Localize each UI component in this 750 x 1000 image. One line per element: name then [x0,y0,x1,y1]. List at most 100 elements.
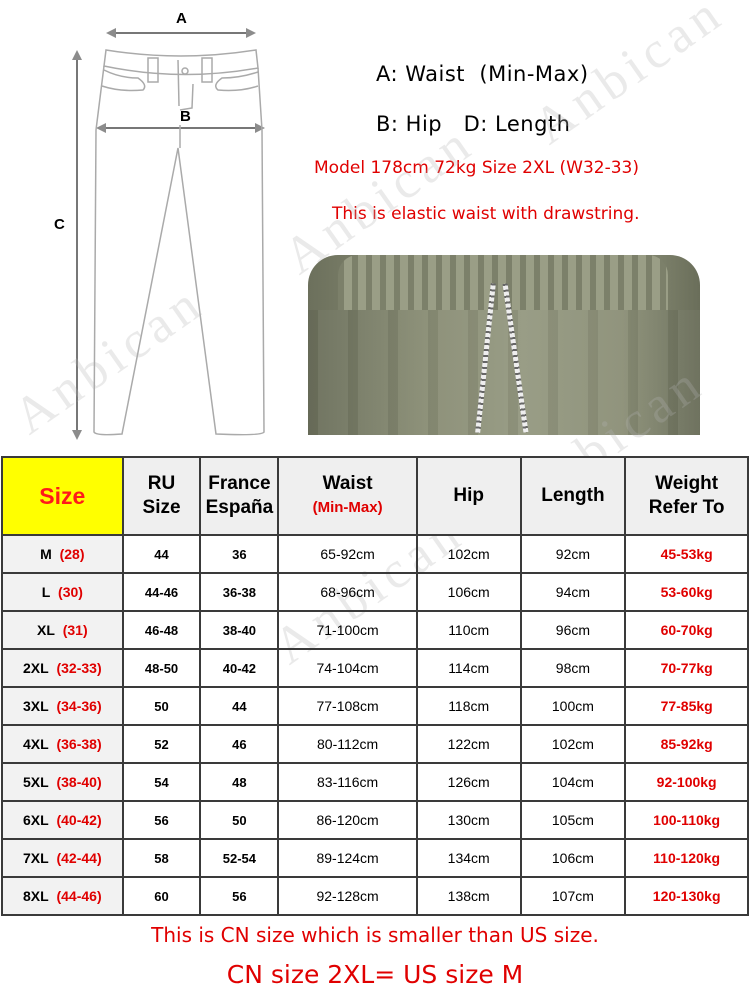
weight-cell: 92-100kg [624,762,749,802]
hip-cell: 126cm [415,762,522,802]
length-cell: 104cm [519,762,627,802]
table-row: XL (31) 46-48 38-40 71-100cm 110cm 96cm 60-70k… [1,610,749,650]
france-size-cell: 38-40 [199,610,280,650]
waist-cell: 65-92cm [277,534,418,574]
hip-cell: 138cm [415,876,522,916]
length-cell: 96cm [519,610,627,650]
waist-cell: 74-104cm [277,648,418,688]
france-size-cell: 40-42 [199,648,280,688]
france-size-cell: 56 [199,876,280,916]
table-row: 5XL (38-40) 54 48 83-116cm 126cm 104cm 92-100k… [1,762,749,802]
waist-cell: 68-96cm [277,572,418,612]
size-cell: 3XL (34-36) [1,686,124,726]
france-size-cell: 46 [199,724,280,764]
france-size-cell: 36-38 [199,572,280,612]
waist-cell: 92-128cm [277,876,418,916]
size-cell: 5XL (38-40) [1,762,124,802]
header-length: Length [519,456,627,536]
size-cell: M (28) [1,534,124,574]
weight-cell: 60-70kg [624,610,749,650]
table-row: M (28) 44 36 65-92cm 102cm 92cm 45-53kg [1,534,749,574]
france-size-cell: 52-54 [199,838,280,878]
table-header-row: Size RU Size France España Waist (Min-Max) … [1,456,749,536]
table-row: L (30) 44-46 36-38 68-96cm 106cm 94cm 53-60kg [1,572,749,612]
hip-cell: 134cm [415,838,522,878]
waist-cell: 83-116cm [277,762,418,802]
waist-cell: 86-120cm [277,800,418,840]
elastic-waist-note: This is elastic waist with drawstring. [332,204,640,224]
waist-cell: 89-124cm [277,838,418,878]
product-waistband-photo [308,255,700,435]
size-chart-table: Size RU Size France España Waist (Min-Max) … [1,456,749,916]
ru-size-cell: 54 [121,762,202,802]
length-cell: 92cm [519,534,627,574]
header-size: Size [1,456,124,536]
size-cell: L (30) [1,572,124,612]
hip-cell: 118cm [415,686,522,726]
ru-size-cell: 52 [121,724,202,764]
ru-size-cell: 58 [121,838,202,878]
ru-size-cell: 56 [121,800,202,840]
france-size-cell: 48 [199,762,280,802]
legend-waist: A: Waist (Min-Max) [376,62,589,86]
model-info: Model 178cm 72kg Size 2XL (W32-33) [314,158,639,178]
weight-cell: 70-77kg [624,648,749,688]
table-row: 7XL (42-44) 58 52-54 89-124cm 134cm 106cm 110-… [1,838,749,878]
pants-outline [93,49,265,436]
header-hip: Hip [415,456,522,536]
hip-cell: 130cm [415,800,522,840]
table-row: 3XL (34-36) 50 44 77-108cm 118cm 100cm 77-85kg [1,686,749,726]
label-b: B [180,108,191,125]
label-c: C [54,216,65,233]
table-row: 6XL (40-42) 56 50 86-120cm 130cm 105cm 100-110… [1,800,749,840]
weight-cell: 110-120kg [624,838,749,878]
ru-size-cell: 44-46 [121,572,202,612]
hip-cell: 102cm [415,534,522,574]
length-cell: 94cm [519,572,627,612]
hip-cell: 110cm [415,610,522,650]
waist-cell: 71-100cm [277,610,418,650]
ru-size-cell: 46-48 [121,610,202,650]
size-cell: 6XL (40-42) [1,800,124,840]
size-cell: 7XL (42-44) [1,838,124,878]
weight-cell: 120-130kg [624,876,749,916]
cn-us-conversion-note: CN size 2XL= US size M [226,960,524,989]
table-row: 4XL (36-38) 52 46 80-112cm 122cm 102cm 85-92kg [1,724,749,764]
cn-size-note: This is CN size which is smaller than US… [151,923,599,947]
ru-size-cell: 60 [121,876,202,916]
length-cell: 100cm [519,686,627,726]
pants-measurement-diagram [72,28,265,440]
ru-size-cell: 44 [121,534,202,574]
table-row: 2XL (32-33) 48-50 40-42 74-104cm 114cm 98cm 70… [1,648,749,688]
hip-cell: 114cm [415,648,522,688]
ru-size-cell: 50 [121,686,202,726]
weight-cell: 100-110kg [624,800,749,840]
france-size-cell: 36 [199,534,280,574]
weight-cell: 77-85kg [624,686,749,726]
france-size-cell: 50 [199,800,280,840]
table-row: 8XL (44-46) 60 56 92-128cm 138cm 107cm 120-130… [1,876,749,916]
header-france-espana: France España [199,456,280,536]
length-cell: 98cm [519,648,627,688]
length-cell: 107cm [519,876,627,916]
size-cell: 8XL (44-46) [1,876,124,916]
legend-hip-length: B: Hip D: Length [376,112,571,136]
length-cell: 105cm [519,800,627,840]
length-cell: 102cm [519,724,627,764]
length-cell: 106cm [519,838,627,878]
weight-cell: 85-92kg [624,724,749,764]
hip-cell: 106cm [415,572,522,612]
france-size-cell: 44 [199,686,280,726]
elastic-waistband [338,255,668,310]
weight-cell: 45-53kg [624,534,749,574]
size-cell: XL (31) [1,610,124,650]
size-cell: 4XL (36-38) [1,724,124,764]
waist-cell: 77-108cm [277,686,418,726]
waist-cell: 80-112cm [277,724,418,764]
weight-cell: 53-60kg [624,572,749,612]
ru-size-cell: 48-50 [121,648,202,688]
hip-cell: 122cm [415,724,522,764]
header-ru-size: RU Size [121,456,202,536]
header-waist: Waist (Min-Max) [277,456,418,536]
header-weight: Weight Refer To [624,456,749,536]
